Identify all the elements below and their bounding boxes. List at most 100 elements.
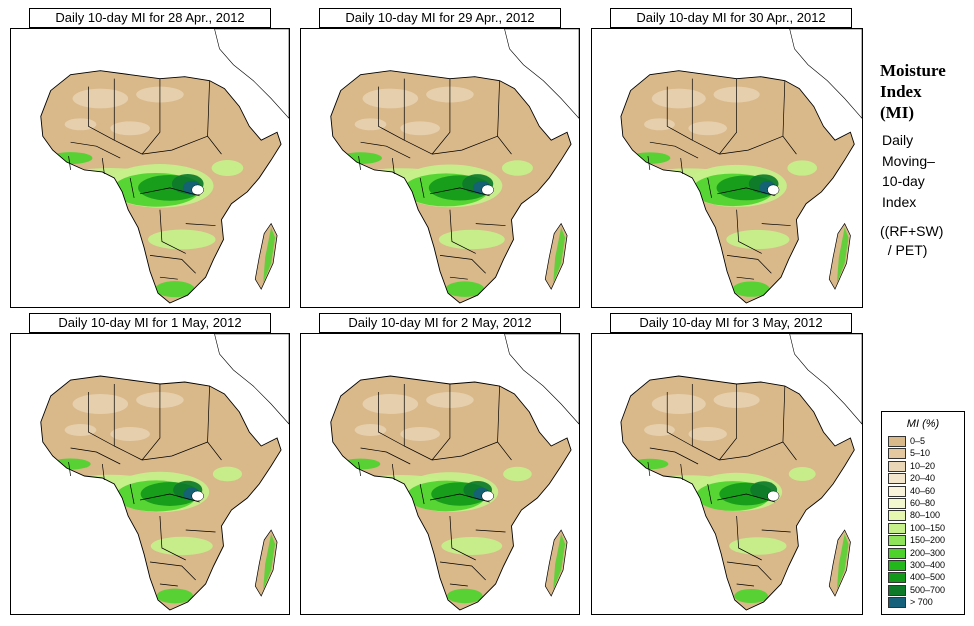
map-frame bbox=[10, 333, 290, 615]
legend-item: > 700 bbox=[888, 597, 962, 609]
country-border bbox=[439, 561, 486, 581]
legend-swatch bbox=[888, 448, 906, 460]
country-border bbox=[159, 276, 178, 280]
country-border bbox=[449, 515, 476, 561]
lake-victoria bbox=[767, 490, 780, 502]
country-border bbox=[140, 493, 200, 503]
legend-item: 20–40 bbox=[888, 473, 962, 485]
map-panel: Daily 10-day MI for 30 Apr., 2012 bbox=[591, 8, 863, 308]
dry-patch bbox=[72, 394, 129, 414]
country-border bbox=[88, 86, 115, 141]
country-border bbox=[736, 276, 755, 280]
legend-swatch bbox=[888, 522, 906, 534]
country-border bbox=[430, 493, 490, 503]
country-border bbox=[717, 187, 776, 197]
country-border bbox=[360, 141, 411, 159]
legend-label: 0–5 bbox=[910, 436, 926, 446]
legend-item: 300–400 bbox=[888, 560, 962, 571]
country-border bbox=[185, 529, 216, 533]
moisture-area bbox=[734, 589, 768, 603]
country-border bbox=[719, 384, 737, 461]
moisture-area bbox=[446, 588, 483, 604]
coastline bbox=[330, 70, 572, 304]
coastline bbox=[330, 375, 572, 611]
africa-map bbox=[330, 29, 579, 304]
legend-item: 80–100 bbox=[888, 510, 962, 522]
middle-east-landmass bbox=[789, 29, 862, 119]
country-border bbox=[149, 255, 196, 274]
legend-label: 10–20 bbox=[910, 460, 936, 471]
moisture-area bbox=[553, 227, 566, 284]
legend-label: 5–10 bbox=[910, 448, 931, 459]
product-description: Daily Moving– 10-day Index bbox=[882, 130, 972, 212]
map-frame bbox=[300, 28, 580, 308]
dry-patch bbox=[64, 118, 97, 131]
description-line: Daily bbox=[882, 132, 914, 148]
legend-swatch bbox=[888, 547, 906, 559]
formula: ((RF+SW) / PET) bbox=[880, 222, 970, 260]
country-border bbox=[691, 384, 720, 461]
country-border bbox=[431, 384, 451, 461]
dry-patch bbox=[362, 394, 419, 414]
dry-patch bbox=[644, 118, 675, 131]
map-frame bbox=[10, 28, 290, 308]
country-border bbox=[497, 80, 512, 155]
moisture-area bbox=[445, 281, 485, 297]
moisture-area bbox=[263, 227, 276, 284]
moisture-area bbox=[629, 152, 671, 164]
legend-label: 500–700 bbox=[910, 584, 946, 595]
moisture-area bbox=[263, 534, 276, 590]
country-border bbox=[70, 447, 121, 465]
country-border bbox=[101, 158, 105, 175]
description-line: Index bbox=[882, 193, 917, 210]
moisture-area bbox=[211, 160, 244, 176]
country-border bbox=[680, 463, 683, 481]
map-panel: Daily 10-day MI for 3 May, 2012 bbox=[591, 313, 863, 615]
country-border bbox=[88, 392, 115, 447]
dry-patch bbox=[64, 424, 97, 436]
legend-swatch bbox=[888, 560, 906, 571]
dry-patch bbox=[354, 118, 387, 131]
dry-patch bbox=[688, 121, 727, 136]
country-border bbox=[761, 529, 791, 533]
legend-item: 150–200 bbox=[888, 535, 962, 547]
country-border bbox=[475, 223, 506, 226]
legend-item: 0–5 bbox=[888, 436, 962, 447]
country-border bbox=[113, 384, 143, 461]
dry-patch bbox=[651, 394, 706, 414]
dry-patch bbox=[110, 427, 150, 441]
legend-item: 10–20 bbox=[888, 460, 962, 472]
dry-patch bbox=[644, 424, 675, 436]
coastline bbox=[620, 375, 855, 611]
legend-label: 300–400 bbox=[910, 560, 946, 570]
panel-title: Daily 10-day MI for 29 Apr., 2012 bbox=[319, 8, 561, 28]
country-border bbox=[142, 441, 208, 461]
country-border bbox=[719, 441, 784, 461]
country-border bbox=[497, 385, 512, 461]
country-border bbox=[391, 463, 395, 481]
moisture-area bbox=[836, 227, 849, 284]
lake-victoria bbox=[481, 490, 494, 502]
country-border bbox=[736, 209, 762, 254]
legend-item: 500–700 bbox=[888, 584, 962, 596]
legend-item: 200–300 bbox=[888, 547, 962, 559]
country-border bbox=[430, 187, 490, 197]
country-border bbox=[726, 255, 772, 274]
description-line: Moving– bbox=[882, 152, 935, 169]
panel-title: Daily 10-day MI for 30 Apr., 2012 bbox=[610, 8, 852, 28]
moisture-area bbox=[553, 534, 566, 590]
country-border bbox=[707, 483, 712, 505]
legend-swatch bbox=[888, 535, 906, 547]
moisture-area bbox=[150, 536, 213, 556]
moisture-area bbox=[156, 588, 194, 604]
dry-patch bbox=[400, 121, 440, 136]
moisture-area bbox=[726, 229, 790, 250]
moisture-area bbox=[438, 229, 505, 250]
legend-swatch bbox=[888, 473, 906, 485]
moisture-area bbox=[148, 229, 216, 250]
dry-patch bbox=[651, 88, 706, 109]
moisture-area bbox=[441, 536, 503, 556]
legend-label: 20–40 bbox=[910, 473, 936, 484]
africa-map bbox=[620, 29, 862, 304]
legend-item: 40–60 bbox=[888, 485, 962, 497]
